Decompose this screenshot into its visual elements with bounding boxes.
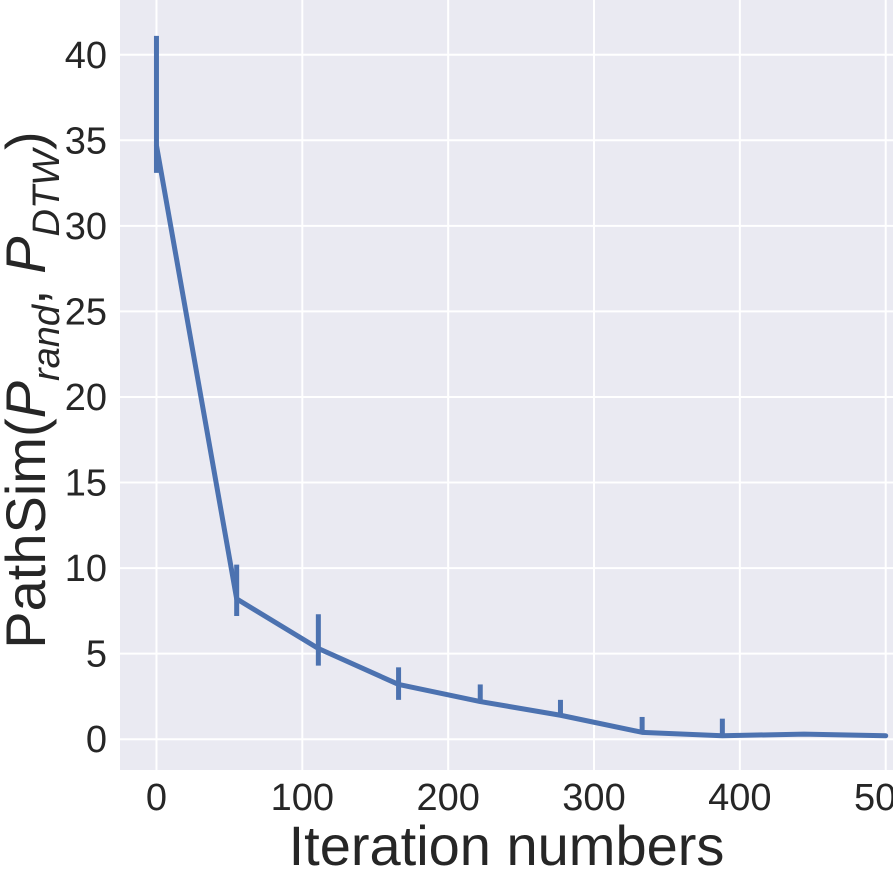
y-tick-label: 40 [65,35,107,77]
y-tick-label: 30 [65,206,107,248]
y-label-suffix: ) [0,131,57,150]
x-tick-label: 300 [562,777,625,819]
x-tick-label: 500 [854,777,893,819]
y-tick-label: 0 [86,719,107,761]
y-tick-label: 35 [65,120,107,162]
series-line [153,142,889,739]
x-axis-label: Iteration numbers [289,814,725,874]
y-axis-label: PathSim(Prand, PDTW) [0,131,68,648]
y-label-sub2: DTW [26,147,68,237]
y-tick-label: 5 [86,634,107,676]
x-tick-label: 0 [146,777,167,819]
x-tick-label: 200 [416,777,479,819]
x-tick-label: 100 [271,777,334,819]
x-tick-labels: 0 100 200 300 400 500 [146,777,893,819]
y-label-p2: P [0,236,57,273]
y-label-p1: P [0,381,57,418]
y-tick-label: 10 [65,548,107,590]
y-label-sep: , [0,274,57,305]
y-label-sub1: rand [26,303,68,381]
x-tick-label: 400 [708,777,771,819]
y-tick-label: 20 [65,377,107,419]
y-tick-label: 15 [65,463,107,505]
y-label-prefix: PathSim( [0,418,57,649]
y-tick-label: 25 [65,291,107,333]
y-tick-labels: 0 5 10 15 20 25 30 35 40 [65,35,107,761]
grid-lines [120,0,893,770]
plot-background [120,0,893,770]
